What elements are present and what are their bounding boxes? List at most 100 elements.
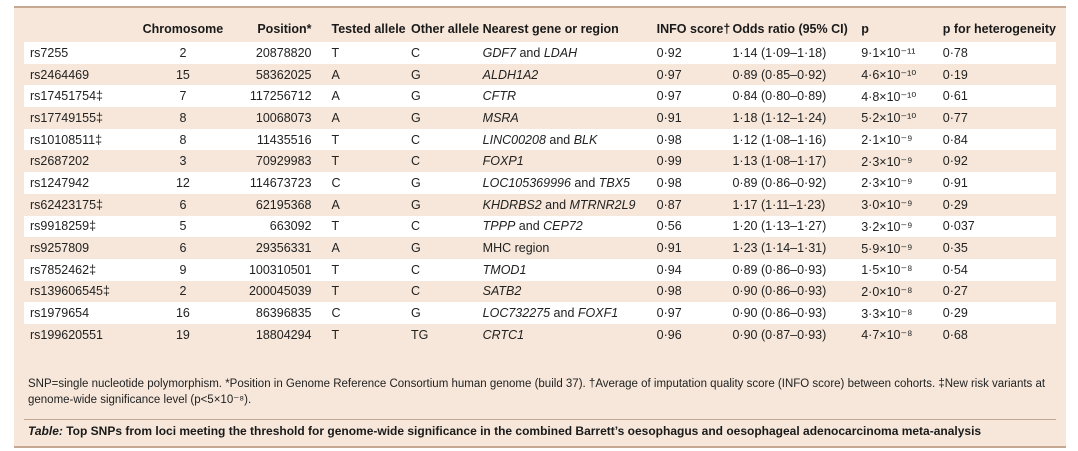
cell-snp: rs2687202: [24, 150, 138, 173]
cell-snp: rs2464469: [24, 63, 138, 86]
cell-snp: rs9257809: [24, 237, 138, 259]
cell-p-heterogeneity: 0·61: [942, 85, 1056, 108]
table-row: rs62423175‡ 6 62195368 A G KHDRBS2 and MTRNR2…: [24, 193, 1056, 216]
cell-position: 663092: [228, 215, 332, 238]
cell-p-heterogeneity: 0·19: [942, 63, 1056, 86]
cell-nearest-gene: MSRA: [482, 107, 657, 129]
header-chromosome: Chromosome: [142, 22, 224, 36]
cell-snp: rs7255: [24, 42, 138, 64]
cell-nearest-gene: LOC732275 and FOXF1: [482, 302, 657, 324]
table-caption: Table: Top SNPs from loci meeting the th…: [28, 424, 1048, 438]
snp-table: Chromosome Position* Tested allele Other…: [24, 18, 1056, 346]
header-snp: [24, 18, 137, 42]
cell-chromosome: 5: [137, 215, 229, 238]
table-row: rs17749155‡ 8 10068073 A G MSRA 0·91 1·18 (1·12…: [24, 107, 1056, 129]
cell-chromosome: 15: [137, 63, 229, 86]
cell-p-value: 5·9×10⁻⁹: [861, 237, 943, 259]
cell-info-score: 0·97: [656, 302, 733, 324]
table-row: rs10108511‡ 8 11435516 T C LINC00208 and BLK 0…: [24, 128, 1056, 151]
cell-nearest-gene: CFTR: [482, 85, 657, 108]
cell-info-score: 0·91: [656, 237, 733, 259]
cell-odds-ratio: 1·23 (1·14–1·31): [732, 237, 862, 259]
cell-other-allele: G: [411, 193, 483, 216]
cell-p-value: 4·7×10⁻⁸: [861, 323, 943, 346]
cell-odds-ratio: 0·90 (0·87–0·93): [732, 323, 862, 346]
cell-chromosome: 16: [137, 302, 229, 324]
cell-p-heterogeneity: 0·91: [942, 172, 1056, 194]
cell-tested-allele: C: [331, 302, 411, 324]
cell-info-score: 0·91: [656, 107, 733, 129]
cell-nearest-gene: TPPP and CEP72: [482, 215, 657, 238]
cell-odds-ratio: 0·90 (0·86–0·93): [732, 280, 862, 303]
cell-other-allele: G: [411, 85, 483, 108]
cell-p-value: 5·2×10⁻¹⁰: [861, 107, 943, 129]
cell-chromosome: 7: [137, 85, 229, 108]
cell-other-allele: G: [411, 63, 483, 86]
cell-p-heterogeneity: 0·35: [942, 237, 1056, 259]
cell-p-value: 2·3×10⁻⁹: [861, 150, 943, 173]
cell-snp: rs62423175‡: [24, 193, 138, 216]
cell-position: 100310501: [228, 258, 332, 281]
cell-position: 58362025: [228, 63, 332, 86]
cell-nearest-gene: LOC105369996 and TBX5: [482, 172, 657, 194]
cell-snp: rs7852462‡: [24, 258, 138, 281]
cell-odds-ratio: 1·14 (1·09–1·18): [732, 42, 862, 64]
cell-odds-ratio: 0·89 (0·86–0·92): [732, 172, 862, 194]
cell-p-heterogeneity: 0·037: [942, 215, 1056, 238]
cell-odds-ratio: 0·89 (0·86–0·93): [732, 258, 862, 281]
cell-info-score: 0·56: [656, 215, 733, 238]
cell-chromosome: 9: [137, 258, 229, 281]
header-other-allele: Other allele: [411, 22, 480, 36]
cell-p-heterogeneity: 0·78: [942, 42, 1056, 64]
cell-p-heterogeneity: 0·29: [942, 302, 1056, 324]
cell-p-value: 3·3×10⁻⁸: [861, 302, 943, 324]
cell-position: 114673723: [228, 172, 332, 194]
cell-p-heterogeneity: 0·27: [942, 280, 1056, 303]
cell-info-score: 0·92: [656, 42, 733, 64]
cell-chromosome: 6: [137, 193, 229, 216]
cell-position: 10068073: [228, 107, 332, 129]
cell-tested-allele: A: [331, 63, 411, 86]
header-info-score: INFO score†: [656, 22, 731, 36]
cell-odds-ratio: 1·13 (1·08–1·17): [732, 150, 862, 173]
cell-nearest-gene: MHC region: [482, 237, 657, 259]
cell-tested-allele: T: [331, 42, 411, 64]
cell-nearest-gene: SATB2: [482, 280, 657, 303]
cell-position: 62195368: [228, 193, 332, 216]
cell-tested-allele: A: [331, 85, 411, 108]
cell-other-allele: C: [411, 150, 483, 173]
cell-position: 117256712: [228, 85, 332, 108]
cell-p-heterogeneity: 0·77: [942, 107, 1056, 129]
cell-info-score: 0·94: [656, 258, 733, 281]
cell-p-value: 3·2×10⁻⁹: [861, 215, 943, 238]
header-p-heterogeneity: p for heterogeneity: [942, 22, 1056, 36]
table-row: rs7255 2 20878820 T C GDF7 and LDAH 0·92 1·14 (…: [24, 42, 1056, 64]
cell-p-heterogeneity: 0·84: [942, 128, 1056, 151]
cell-snp: rs10108511‡: [24, 128, 138, 151]
cell-odds-ratio: 0·89 (0·85–0·92): [732, 63, 862, 86]
cell-p-value: 9·1×10⁻¹¹: [861, 42, 943, 64]
cell-other-allele: G: [411, 302, 483, 324]
table-body: rs7255 2 20878820 T C GDF7 and LDAH 0·92 1·14 (…: [24, 42, 1056, 346]
cell-p-heterogeneity: 0·54: [942, 258, 1056, 281]
cell-position: 200045039: [228, 280, 332, 303]
cell-info-score: 0·98: [656, 280, 733, 303]
header-nearest-gene: Nearest gene or region: [482, 22, 619, 36]
cell-snp: rs199620551: [24, 323, 138, 346]
cell-info-score: 0·98: [656, 128, 733, 151]
cell-nearest-gene: TMOD1: [482, 258, 657, 281]
cell-p-value: 3·0×10⁻⁹: [861, 193, 943, 216]
cell-p-value: 2·3×10⁻⁹: [861, 172, 943, 194]
table-row: rs139606545‡ 2 200045039 T C SATB2 0·98 0·90 (0…: [24, 280, 1056, 303]
header-p: p: [861, 22, 869, 36]
cell-tested-allele: T: [331, 323, 411, 346]
cell-chromosome: 6: [137, 237, 229, 259]
table-row: rs17451754‡ 7 117256712 A G CFTR 0·97 0·84 (0·8…: [24, 85, 1056, 108]
table-panel: Chromosome Position* Tested allele Other…: [14, 6, 1066, 448]
cell-tested-allele: T: [331, 258, 411, 281]
cell-position: 11435516: [228, 128, 332, 151]
cell-tested-allele: T: [331, 280, 411, 303]
cell-p-heterogeneity: 0·29: [942, 193, 1056, 216]
cell-odds-ratio: 0·90 (0·86–0·93): [732, 302, 862, 324]
cell-position: 29356331: [228, 237, 332, 259]
